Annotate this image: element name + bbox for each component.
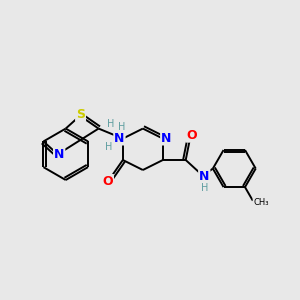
Text: H: H	[201, 183, 208, 193]
Text: N: N	[161, 131, 172, 145]
Text: S: S	[76, 108, 85, 121]
Text: H: H	[105, 142, 112, 152]
Text: N: N	[199, 170, 209, 183]
Text: H: H	[107, 118, 114, 129]
Text: N: N	[114, 131, 124, 145]
Text: O: O	[186, 129, 197, 142]
Text: CH₃: CH₃	[253, 198, 268, 207]
Text: O: O	[102, 175, 113, 188]
Text: N: N	[54, 148, 64, 161]
Text: H: H	[118, 122, 125, 132]
